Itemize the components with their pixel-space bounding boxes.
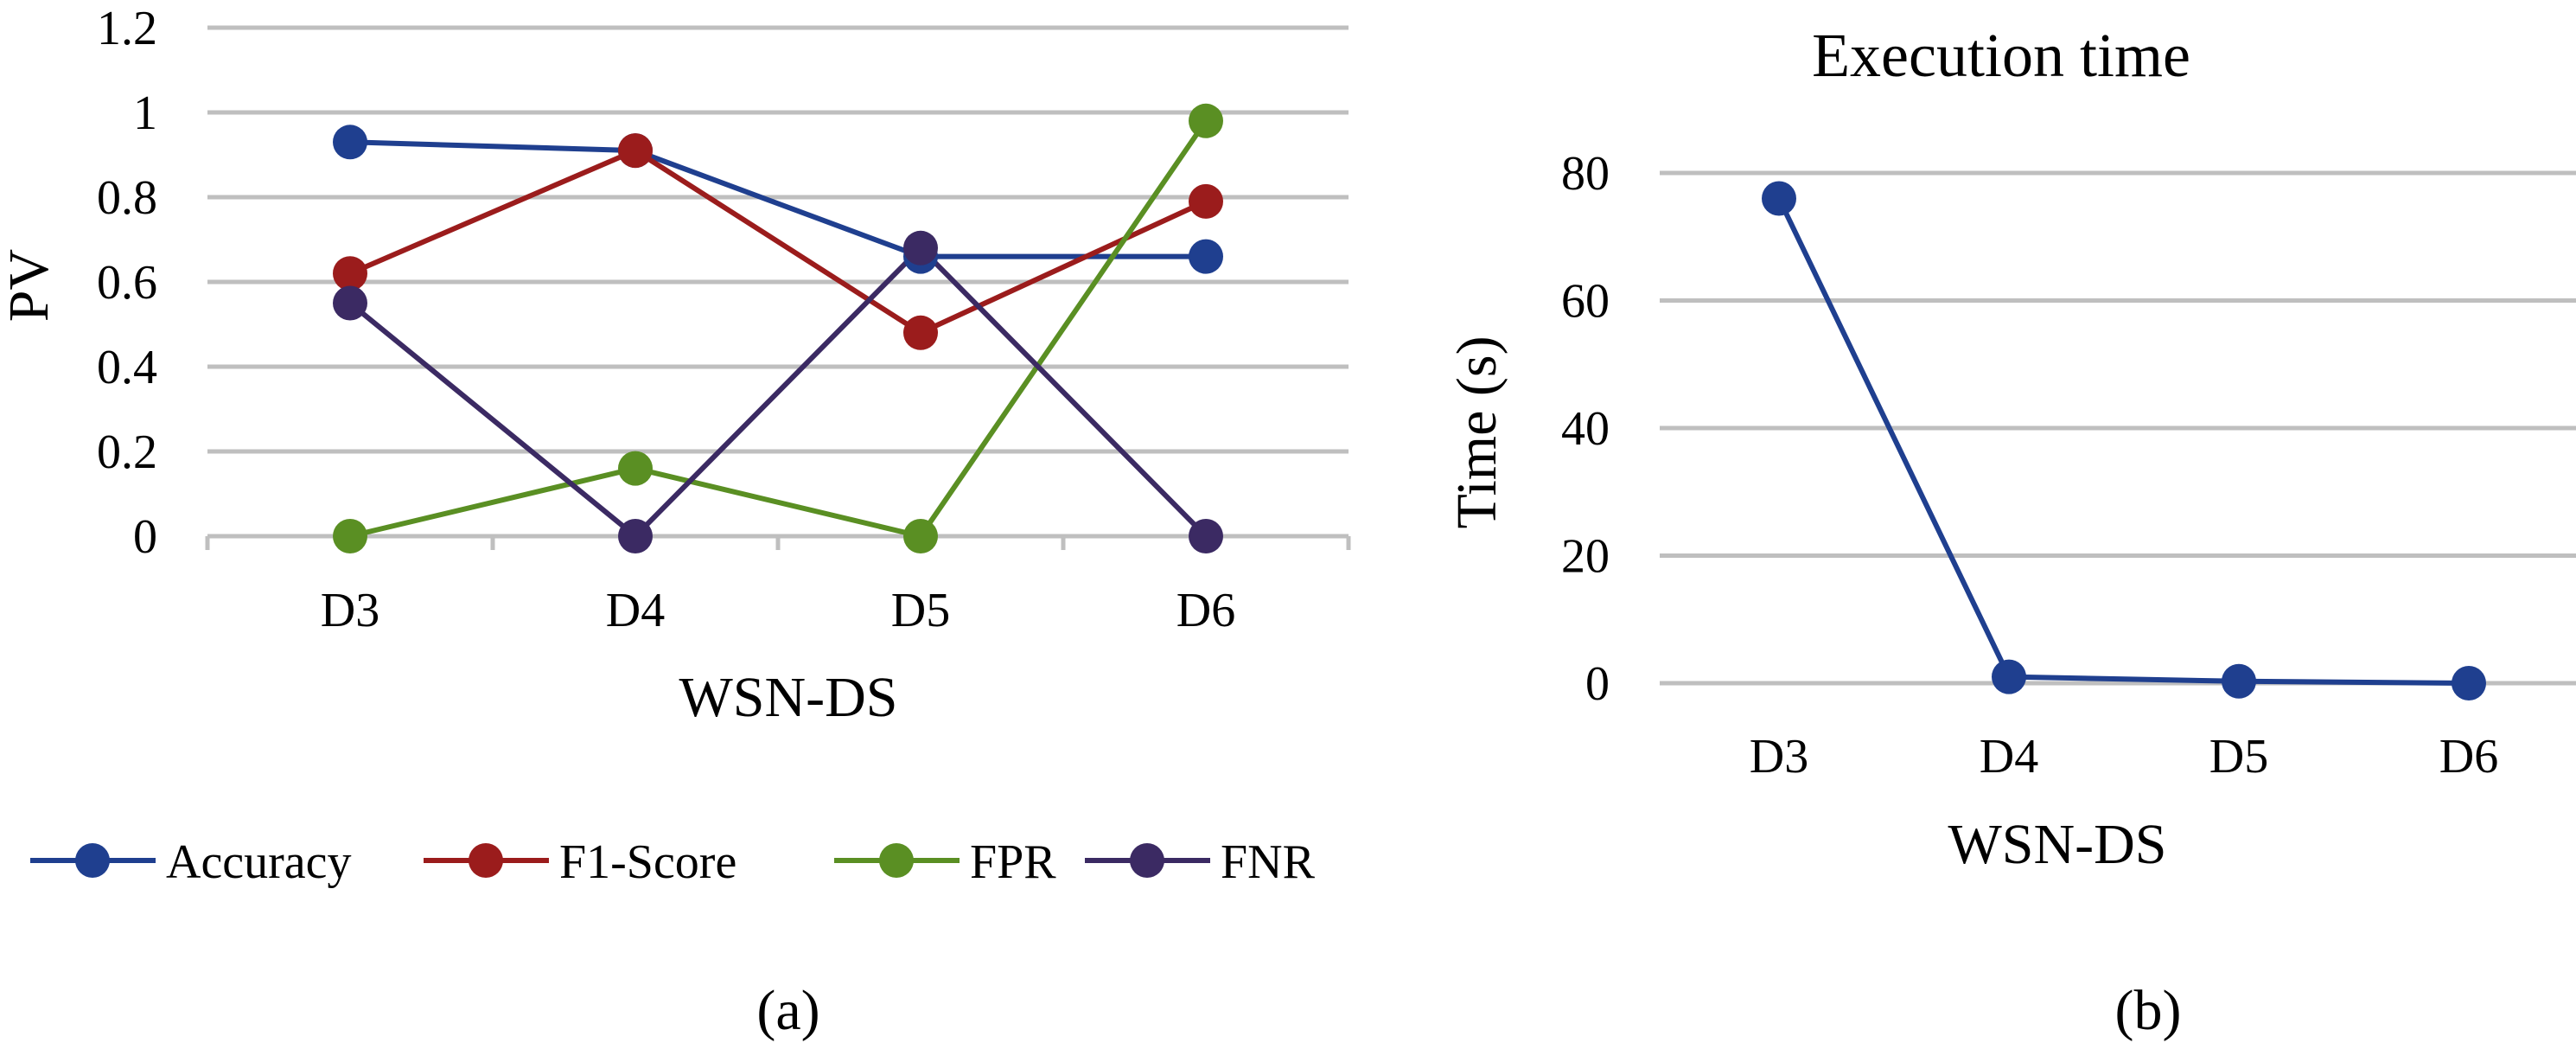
a-x-tick-label: D6 bbox=[1176, 584, 1235, 637]
a-data-point-f1-score bbox=[1189, 183, 1223, 219]
b-y-tick-label: 0 bbox=[1585, 657, 1610, 711]
legend-item-accuracy: Accuracy bbox=[30, 835, 352, 889]
panel-b-x-axis-title: WSN-DS bbox=[1948, 813, 2166, 876]
b-data-point-time bbox=[1992, 659, 2026, 694]
panel-a-legend: Accuracy F1-Score FPR FNR bbox=[30, 835, 1316, 889]
a-data-point-fpr bbox=[333, 519, 367, 553]
a-data-point-fnr bbox=[903, 230, 938, 265]
panel-a-caption: (a) bbox=[756, 979, 819, 1042]
a-data-point-fpr bbox=[903, 519, 938, 553]
legend-label: F1-Score bbox=[559, 835, 736, 889]
b-y-tick-label: 40 bbox=[1561, 402, 1610, 456]
legend-marker-swatch bbox=[75, 843, 110, 878]
legend-item-fpr: FPR bbox=[834, 835, 1056, 889]
legend-label: FPR bbox=[970, 835, 1056, 889]
panel-b-chart: Execution time 0 20 40 60 80 D3 D4 D5 D6 Time (… bbox=[1445, 21, 2576, 1042]
a-series-line-accuracy bbox=[349, 139, 1206, 259]
b-data-point-time bbox=[1762, 181, 1796, 216]
b-x-tick-label: D5 bbox=[2209, 730, 2268, 784]
legend-item-fnr: FNR bbox=[1085, 835, 1316, 889]
a-data-point-accuracy bbox=[1189, 239, 1223, 274]
a-y-tick-label: 0.4 bbox=[97, 341, 157, 394]
a-data-point-accuracy bbox=[333, 125, 367, 160]
a-y-tick-label: 0.2 bbox=[97, 425, 157, 479]
a-data-point-fpr bbox=[618, 451, 653, 486]
legend-label: FNR bbox=[1221, 835, 1316, 889]
a-x-tick-label: D3 bbox=[321, 584, 379, 637]
a-data-point-fnr bbox=[618, 519, 653, 553]
a-y-tick-label: 0.8 bbox=[97, 171, 157, 225]
legend-marker-swatch bbox=[469, 843, 503, 878]
legend-marker-swatch bbox=[879, 843, 914, 878]
a-y-tick-label: 0.6 bbox=[97, 256, 157, 310]
b-x-tick-label: D4 bbox=[1980, 730, 2038, 784]
b-x-tick-label: D6 bbox=[2439, 730, 2498, 784]
b-data-point-time bbox=[2222, 663, 2256, 699]
panel-b-y-axis-title: Time (s) bbox=[1445, 336, 1508, 528]
b-y-tick-label: 60 bbox=[1561, 275, 1610, 329]
panel-a-y-axis-title: PV bbox=[0, 249, 61, 322]
a-series-line-fnr bbox=[348, 245, 1208, 539]
panel-b-caption: (b) bbox=[2115, 979, 2182, 1042]
a-data-point-f1-score bbox=[333, 256, 367, 291]
b-y-tick-label: 20 bbox=[1561, 530, 1610, 584]
panel-a-chart: 0 0.2 0.4 0.6 0.8 1 1.2 D3 D4 D5 D6 PV WSN-DS Acc… bbox=[0, 2, 1351, 1042]
b-x-tick-label: D3 bbox=[1750, 730, 1808, 784]
legend-item-f1-score: F1-Score bbox=[424, 835, 736, 889]
panel-a-series-points bbox=[333, 103, 1223, 553]
legend-marker-swatch bbox=[1130, 843, 1164, 878]
a-data-point-f1-score bbox=[903, 315, 938, 350]
panel-a-x-axis-title: WSN-DS bbox=[679, 666, 897, 729]
panel-a-x-ticks: D3 D4 D5 D6 bbox=[321, 584, 1235, 637]
a-series-line-f1-score bbox=[348, 148, 1208, 336]
b-y-tick-label: 80 bbox=[1561, 147, 1610, 201]
a-x-tick-label: D4 bbox=[606, 584, 665, 637]
a-x-tick-label: D5 bbox=[891, 584, 950, 637]
b-series-line-time bbox=[1776, 197, 2470, 686]
panel-a-series-lines bbox=[348, 119, 1208, 539]
panel-a-y-ticks: 0 0.2 0.4 0.6 0.8 1 1.2 bbox=[97, 2, 157, 564]
a-y-tick-label: 1.2 bbox=[97, 2, 157, 55]
legend-label: Accuracy bbox=[166, 835, 352, 889]
panel-b-series-points bbox=[1762, 181, 2486, 700]
panel-a-gridlines bbox=[205, 25, 1351, 550]
panel-b-y-ticks: 0 20 40 60 80 bbox=[1561, 147, 1610, 711]
panel-b-x-ticks: D3 D4 D5 D6 bbox=[1750, 730, 2498, 784]
panel-b-gridlines bbox=[1660, 170, 2576, 686]
panel-b-series-lines bbox=[1776, 197, 2470, 686]
a-y-tick-label: 0 bbox=[133, 510, 157, 564]
a-data-point-fnr bbox=[1189, 519, 1223, 553]
a-y-tick-label: 1 bbox=[133, 86, 157, 140]
a-data-point-f1-score bbox=[618, 133, 653, 169]
panel-b-title: Execution time bbox=[1812, 21, 2190, 90]
a-data-point-fnr bbox=[333, 285, 367, 321]
a-series-line-fpr bbox=[349, 119, 1208, 539]
b-data-point-time bbox=[2452, 666, 2486, 700]
a-data-point-fpr bbox=[1189, 103, 1223, 138]
